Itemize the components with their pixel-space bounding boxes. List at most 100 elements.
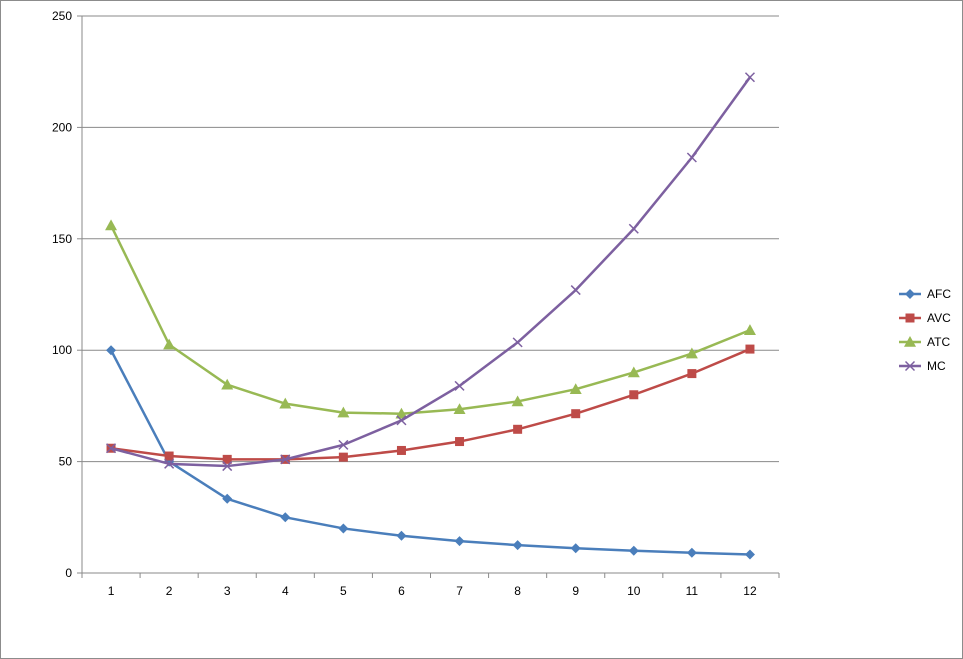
- data-point-afc: [222, 493, 233, 504]
- y-tick-label: 200: [52, 120, 72, 134]
- marker-stroke: [512, 337, 523, 348]
- data-point-afc: [454, 536, 465, 547]
- series-line-afc: [109, 349, 750, 556]
- legend-item-afc: AFC: [899, 287, 951, 301]
- marker-stroke: [744, 72, 755, 83]
- data-point-avc: [629, 390, 639, 400]
- data-point-atc: [453, 403, 466, 415]
- data-point-mc: [512, 337, 523, 348]
- x-tick-label: 3: [224, 584, 231, 598]
- data-point-atc: [743, 324, 756, 335]
- data-point-atc: [569, 383, 582, 394]
- y-tick-label: 0: [65, 566, 72, 580]
- data-point-mc: [454, 380, 465, 391]
- data-point-avc: [222, 454, 232, 464]
- x-tick-label: 4: [282, 584, 289, 598]
- y-tick-label: 150: [52, 232, 72, 246]
- legend-label: AFC: [927, 287, 951, 301]
- legend-marker: [904, 360, 916, 372]
- series-line-atc: [109, 224, 751, 415]
- x-tick-label: 7: [456, 584, 463, 598]
- data-point-atc: [163, 338, 176, 350]
- data-point-mc: [106, 443, 117, 454]
- legend: AFC AVC ATC MC: [899, 287, 951, 373]
- series-afc: [106, 345, 755, 560]
- data-point-afc: [628, 545, 639, 556]
- data-point-avc: [338, 452, 348, 462]
- x-tick-label: 10: [627, 584, 641, 598]
- x-tick-label: 8: [514, 584, 521, 598]
- marker-stroke: [396, 415, 407, 426]
- data-point-atc: [279, 397, 292, 409]
- data-point-mc: [570, 285, 581, 296]
- data-point-mc: [628, 223, 639, 234]
- data-point-afc: [686, 547, 697, 558]
- data-point-mc: [280, 454, 291, 465]
- data-point-atc: [221, 378, 234, 390]
- x-tick-label: 12: [743, 584, 757, 598]
- data-point-atc: [337, 406, 350, 418]
- data-point-atc: [395, 407, 408, 419]
- x-tick-label: 1: [108, 584, 115, 598]
- data-point-afc: [512, 540, 523, 551]
- marker-stroke: [222, 461, 233, 472]
- data-point-afc: [106, 345, 117, 356]
- x-tick-label: 6: [398, 584, 405, 598]
- data-point-avc: [455, 437, 465, 447]
- x-tick-label: 9: [572, 584, 579, 598]
- marker-stroke: [280, 454, 291, 465]
- marker-stroke: [628, 223, 639, 234]
- marker-stroke: [454, 380, 465, 391]
- legend-marker: [905, 289, 915, 299]
- x-tick-label: 11: [686, 584, 699, 598]
- data-point-avc: [745, 344, 755, 354]
- series-line-mc: [110, 76, 751, 468]
- y-tick-label: 100: [52, 343, 72, 357]
- series-lines: [105, 72, 756, 560]
- marker-stroke: [686, 152, 697, 163]
- legend-label: MC: [927, 359, 946, 373]
- marker-stroke: [106, 443, 117, 454]
- data-point-avc: [164, 451, 174, 461]
- data-point-mc: [396, 415, 407, 426]
- gridlines: [82, 15, 779, 463]
- marker-stroke: [904, 360, 916, 372]
- legend-label: ATC: [927, 335, 950, 349]
- data-point-mc: [338, 439, 349, 450]
- legend-item-mc: MC: [899, 359, 946, 373]
- marker-stroke: [570, 285, 581, 296]
- x-tick-label: 2: [166, 584, 173, 598]
- legend-label: AVC: [927, 311, 951, 325]
- data-point-avc: [571, 409, 581, 419]
- data-point-atc: [627, 366, 640, 378]
- legend-marker: [905, 313, 915, 323]
- data-point-afc: [744, 549, 755, 560]
- data-point-avc: [396, 445, 406, 455]
- series-mc: [106, 72, 755, 472]
- series-atc: [105, 219, 756, 419]
- y-tick-label: 50: [59, 455, 73, 469]
- data-point-atc: [105, 219, 118, 231]
- x-tick-label: 5: [340, 584, 347, 598]
- marker-stroke: [164, 458, 175, 469]
- data-point-mc: [744, 72, 755, 83]
- data-point-afc: [396, 530, 407, 541]
- series-line-avc: [110, 347, 751, 461]
- data-point-atc: [685, 347, 698, 359]
- data-point-afc: [338, 523, 349, 534]
- legend-item-avc: AVC: [899, 311, 951, 325]
- data-point-avc: [687, 369, 697, 379]
- legend-marker: [904, 336, 916, 347]
- marker-stroke: [338, 439, 349, 450]
- data-point-avc: [513, 424, 523, 434]
- data-point-afc: [570, 543, 581, 554]
- data-point-atc: [511, 395, 524, 407]
- data-point-mc: [222, 461, 233, 472]
- data-point-mc: [686, 152, 697, 163]
- data-point-mc: [164, 458, 175, 469]
- data-point-afc: [280, 512, 291, 523]
- y-tick-label: 250: [52, 9, 72, 23]
